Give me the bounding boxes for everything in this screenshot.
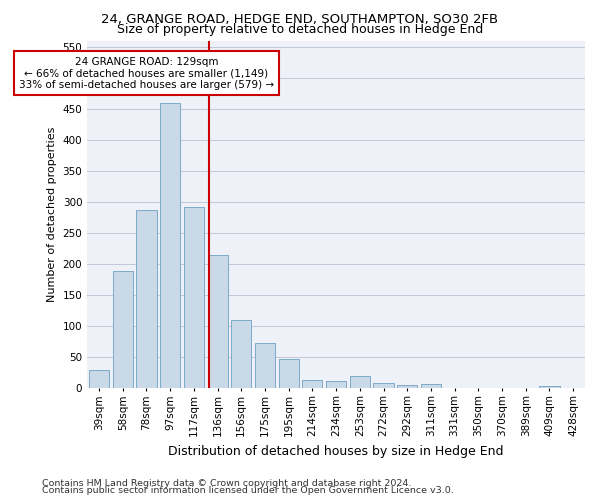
Bar <box>136 210 157 388</box>
Bar <box>397 386 417 388</box>
Bar <box>208 255 227 388</box>
Bar <box>350 376 370 388</box>
Y-axis label: Number of detached properties: Number of detached properties <box>47 127 57 302</box>
Text: Contains HM Land Registry data © Crown copyright and database right 2024.: Contains HM Land Registry data © Crown c… <box>42 478 412 488</box>
Bar <box>373 383 394 388</box>
Bar <box>255 342 275 388</box>
Bar <box>184 208 204 388</box>
Bar <box>302 380 322 388</box>
Bar <box>113 270 133 388</box>
Text: 24, GRANGE ROAD, HEDGE END, SOUTHAMPTON, SO30 2FB: 24, GRANGE ROAD, HEDGE END, SOUTHAMPTON,… <box>101 12 499 26</box>
Bar <box>326 381 346 388</box>
Text: Size of property relative to detached houses in Hedge End: Size of property relative to detached ho… <box>117 22 483 36</box>
Bar <box>89 370 109 388</box>
Text: Contains public sector information licensed under the Open Government Licence v3: Contains public sector information licen… <box>42 486 454 495</box>
Bar <box>160 103 180 389</box>
X-axis label: Distribution of detached houses by size in Hedge End: Distribution of detached houses by size … <box>169 444 504 458</box>
Text: 24 GRANGE ROAD: 129sqm
← 66% of detached houses are smaller (1,149)
33% of semi-: 24 GRANGE ROAD: 129sqm ← 66% of detached… <box>19 56 274 90</box>
Bar <box>421 384 441 388</box>
Bar <box>278 360 299 388</box>
Bar <box>539 386 560 388</box>
Bar <box>231 320 251 388</box>
